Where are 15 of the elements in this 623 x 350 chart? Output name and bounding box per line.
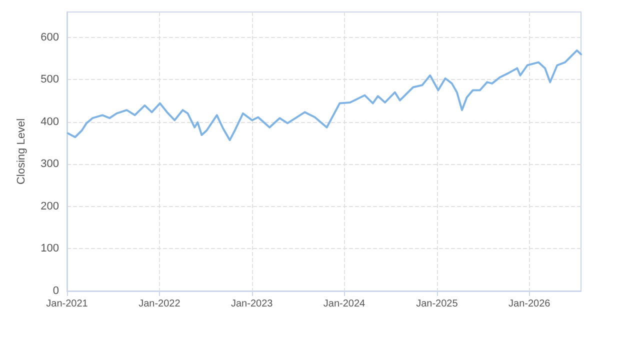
y-tick-label: 300 <box>40 158 59 170</box>
x-tick-label: Jan-2022 <box>138 298 181 310</box>
y-tick-label: 100 <box>40 242 59 255</box>
x-tick-label: Jan-2026 <box>508 298 551 310</box>
y-tick-label: 500 <box>40 74 59 86</box>
line-series <box>67 49 582 142</box>
x-tick-label: Jan-2025 <box>416 298 458 310</box>
y-axis-title: Closing Level <box>16 118 28 185</box>
x-tick-label: Jan-2024 <box>323 298 366 310</box>
y-tick-label: 400 <box>40 116 59 128</box>
x-tick-label: Jan-2021 <box>46 298 88 310</box>
x-tick-label: Jan-2023 <box>230 298 274 310</box>
y-tick-label: 200 <box>40 200 59 212</box>
y-tick-label: 0 <box>52 285 59 297</box>
y-tick-label: 600 <box>40 31 59 44</box>
